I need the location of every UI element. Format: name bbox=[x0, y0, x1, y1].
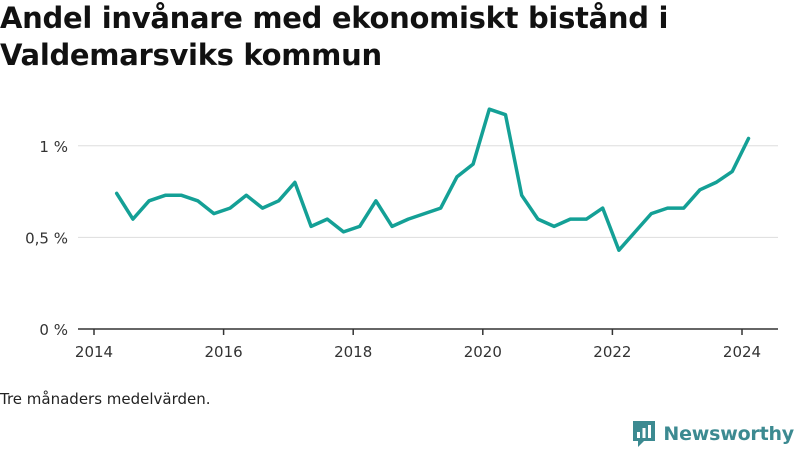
x-tick-label: 2022 bbox=[593, 343, 631, 361]
x-tick-label: 2014 bbox=[75, 343, 113, 361]
bar-chart-logo-icon bbox=[633, 421, 656, 447]
x-tick-label: 2024 bbox=[723, 343, 761, 361]
brand-name: Newsworthy bbox=[663, 423, 794, 445]
y-tick-label: 0 % bbox=[39, 321, 68, 339]
chart-title: Andel invånare med ekonomiskt bistånd i … bbox=[0, 1, 669, 72]
y-tick-label: 0,5 % bbox=[25, 229, 68, 247]
chart-footnote: Tre månaders medelvärden. bbox=[0, 390, 211, 408]
data-series bbox=[114, 107, 751, 252]
y-tick-label: 1 % bbox=[39, 138, 68, 156]
grid-lines bbox=[78, 145, 778, 238]
series-line bbox=[114, 107, 751, 252]
y-axis-tick-labels: 0 % 0,5 % 1 % bbox=[25, 138, 68, 339]
x-tick-label: 2018 bbox=[334, 343, 372, 361]
x-tick-label: 2016 bbox=[205, 343, 243, 361]
x-tick-label: 2020 bbox=[464, 343, 502, 361]
brand-logo: Newsworthy bbox=[631, 419, 794, 449]
x-axis: 2014 2016 2018 2020 2022 2024 bbox=[75, 328, 778, 361]
